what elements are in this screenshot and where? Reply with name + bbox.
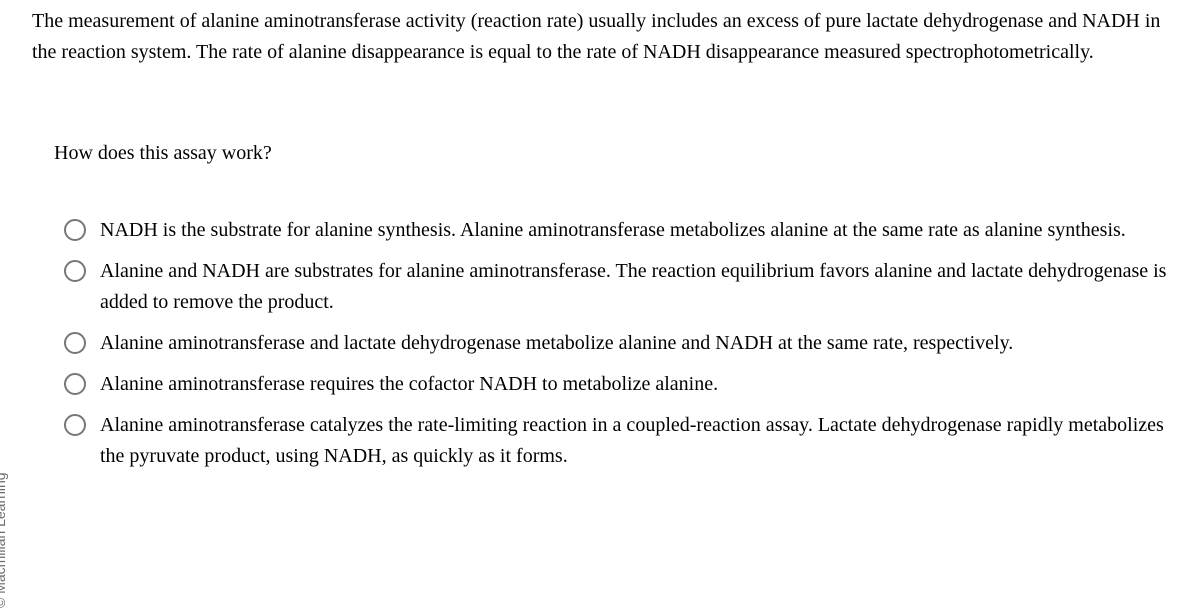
radio-icon[interactable] bbox=[64, 219, 86, 241]
option-text: Alanine aminotransferase and lactate deh… bbox=[100, 328, 1170, 359]
option-3[interactable]: Alanine aminotransferase and lactate deh… bbox=[64, 328, 1170, 359]
option-text: NADH is the substrate for alanine synthe… bbox=[100, 215, 1170, 246]
copyright-text: © Macmillan Learning bbox=[0, 472, 8, 608]
radio-icon[interactable] bbox=[64, 373, 86, 395]
option-text: Alanine aminotransferase requires the co… bbox=[100, 369, 1170, 400]
question-block: The measurement of alanine aminotransfer… bbox=[0, 0, 1200, 502]
radio-icon[interactable] bbox=[64, 332, 86, 354]
option-text: Alanine aminotransferase catalyzes the r… bbox=[100, 410, 1170, 472]
option-4[interactable]: Alanine aminotransferase requires the co… bbox=[64, 369, 1170, 400]
option-text: Alanine and NADH are substrates for alan… bbox=[100, 256, 1170, 318]
option-2[interactable]: Alanine and NADH are substrates for alan… bbox=[64, 256, 1170, 318]
passage-text: The measurement of alanine aminotransfer… bbox=[32, 6, 1170, 68]
radio-icon[interactable] bbox=[64, 414, 86, 436]
question-text: How does this assay work? bbox=[54, 138, 1170, 169]
option-5[interactable]: Alanine aminotransferase catalyzes the r… bbox=[64, 410, 1170, 472]
radio-icon[interactable] bbox=[64, 260, 86, 282]
option-1[interactable]: NADH is the substrate for alanine synthe… bbox=[64, 215, 1170, 246]
options-list: NADH is the substrate for alanine synthe… bbox=[64, 215, 1170, 472]
